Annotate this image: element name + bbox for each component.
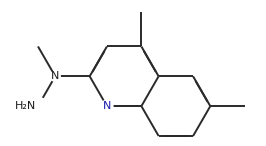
Text: H₂N: H₂N	[15, 101, 36, 111]
Circle shape	[29, 97, 47, 115]
Circle shape	[50, 71, 60, 81]
Text: N: N	[51, 71, 59, 81]
Text: N: N	[103, 101, 111, 111]
Circle shape	[101, 100, 113, 112]
